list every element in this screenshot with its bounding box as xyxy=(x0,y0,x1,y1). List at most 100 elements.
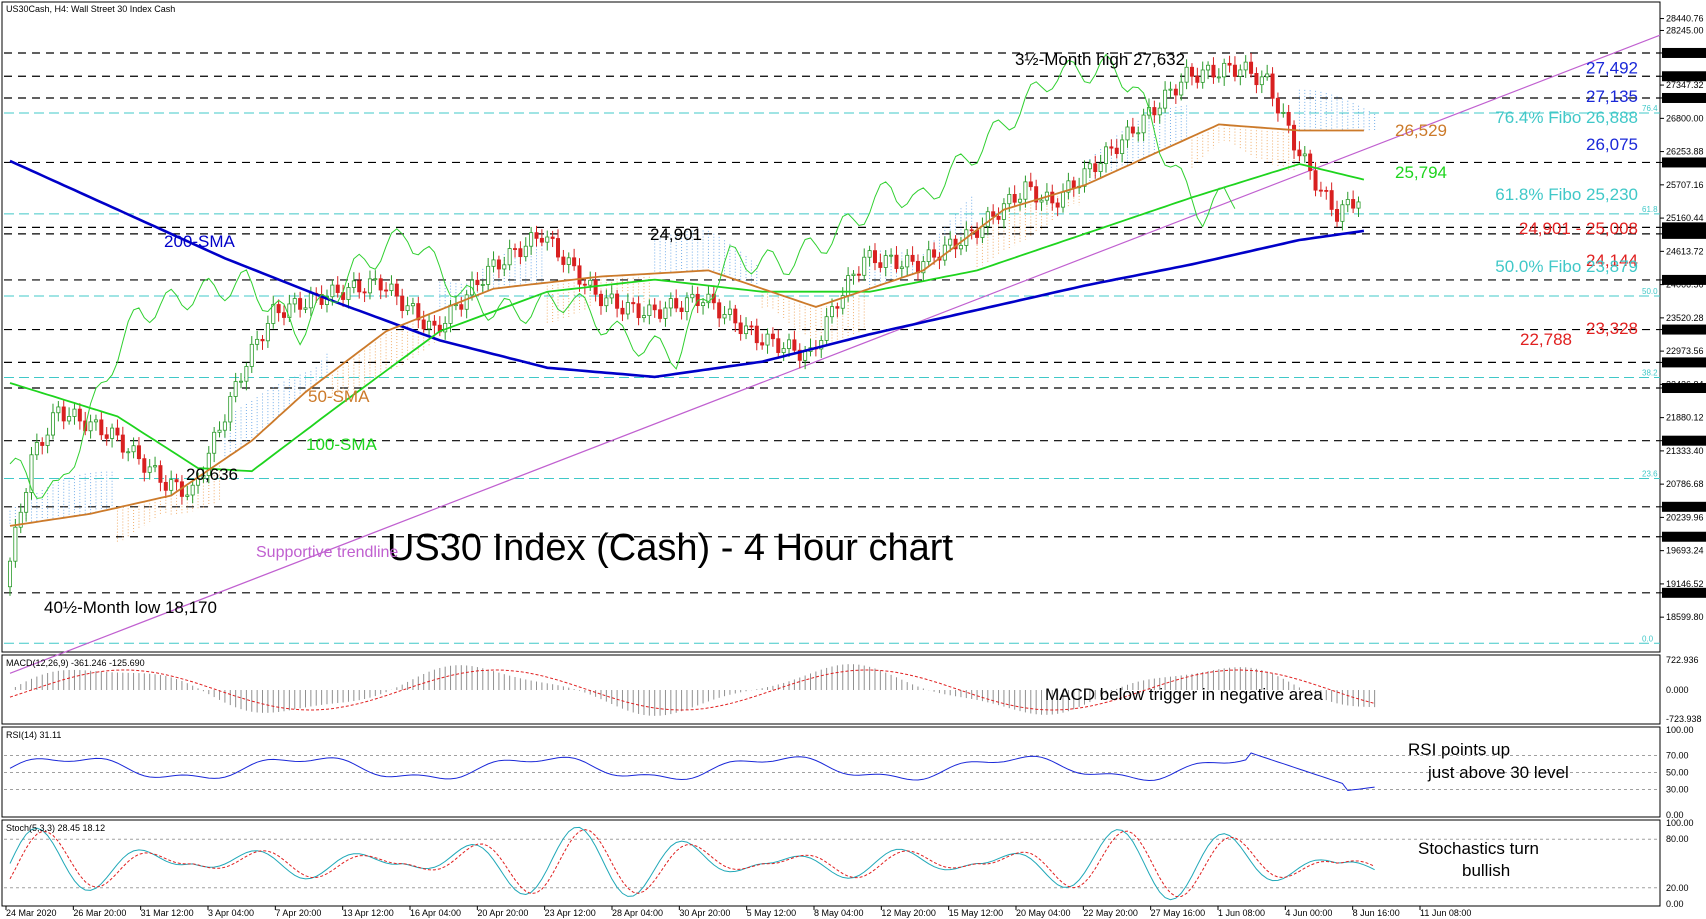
candle-body xyxy=(572,257,577,267)
level-price-box-label: 22788.00 xyxy=(1665,357,1703,367)
rsi-label: RSI(14) 31.11 xyxy=(6,730,61,740)
candle-body xyxy=(1152,107,1157,116)
chart-title: US30 Index (Cash) - 4 Hour chart xyxy=(387,527,953,569)
candle-body xyxy=(631,302,636,305)
candle-body xyxy=(1104,146,1109,165)
chikou-span-line xyxy=(9,53,1236,499)
candle-body xyxy=(593,279,598,295)
candle-body xyxy=(679,307,684,312)
macd-axis-label: 0.000 xyxy=(1666,685,1689,695)
candle-body xyxy=(878,262,883,268)
candle-body xyxy=(582,283,587,286)
candle-body xyxy=(1200,69,1205,83)
stoch-note-1: Stochastics turn xyxy=(1418,839,1539,858)
candle-body xyxy=(1023,181,1028,200)
candle-body xyxy=(776,338,781,353)
candle-body xyxy=(658,309,663,319)
candle-body xyxy=(271,304,276,324)
candle-body xyxy=(647,304,652,316)
sma200-annotation: 200-SMA xyxy=(164,232,236,251)
candle-body xyxy=(969,229,974,232)
candle-body xyxy=(980,225,985,238)
price-axis-label: 19693.24 xyxy=(1666,546,1704,556)
candle-body xyxy=(1351,199,1356,209)
level-price-box-label: 23328.00 xyxy=(1665,325,1703,335)
candle-body xyxy=(1216,76,1221,79)
trendline-annotation: Supportive trendline xyxy=(256,544,398,561)
level-price-box xyxy=(1662,47,1706,58)
candle-body xyxy=(1163,89,1168,109)
candle-body xyxy=(534,232,539,239)
candle-body xyxy=(1093,163,1098,172)
price-axis-label: 26800.00 xyxy=(1666,113,1704,123)
candle-body xyxy=(222,421,227,431)
candle-body xyxy=(1356,201,1361,209)
candle-body xyxy=(400,295,405,311)
candle-body xyxy=(550,236,555,239)
candle-body xyxy=(620,307,625,315)
x-axis-label: 20 May 04:00 xyxy=(1016,908,1071,918)
candle-body xyxy=(61,406,66,422)
level-price-box xyxy=(1662,71,1706,82)
candle-body xyxy=(373,278,378,281)
candle-body xyxy=(40,442,45,446)
candle-body xyxy=(765,333,770,346)
candle-body xyxy=(131,445,136,453)
candle-body xyxy=(744,325,749,335)
candle-body xyxy=(1189,66,1194,77)
candle-body xyxy=(1238,69,1243,77)
candle-body xyxy=(556,238,561,258)
sma200-line xyxy=(9,159,1365,379)
candle-body xyxy=(13,526,18,562)
level-price-box xyxy=(1662,222,1706,233)
candle-body xyxy=(1082,168,1087,187)
candle-body xyxy=(196,478,201,486)
candle-body xyxy=(824,316,829,341)
sma100-value-annotation: 25,794 xyxy=(1395,163,1447,182)
candle-body xyxy=(158,465,163,483)
fibo-label-764: 76.4% Fibo 26,888 xyxy=(1495,108,1638,127)
candle-body xyxy=(770,333,775,340)
level-label-27492: 27,492 xyxy=(1586,58,1638,77)
candle-body xyxy=(115,427,120,436)
candle-body xyxy=(276,304,281,314)
candle-body xyxy=(862,256,867,276)
fibo-short-label: 0.0 xyxy=(1642,634,1654,643)
stoch-label: Stoch(5,3,3) 28.45 18.12 xyxy=(6,823,105,833)
level-price-box-label: 20414.00 xyxy=(1665,502,1703,512)
candle-body xyxy=(781,348,786,353)
x-axis-label: 26 Mar 20:00 xyxy=(73,908,126,918)
candle-body xyxy=(1184,66,1189,83)
candle-body xyxy=(1249,61,1254,74)
candle-body xyxy=(588,279,593,286)
candle-body xyxy=(1050,191,1055,204)
candle-body xyxy=(136,445,141,460)
rsi-axis-label: 0.00 xyxy=(1666,810,1684,820)
candle-body xyxy=(1211,64,1216,78)
x-axis-label: 24 Mar 2020 xyxy=(6,908,57,918)
candle-body xyxy=(539,237,544,243)
price-axis-label: 26253.88 xyxy=(1666,147,1704,157)
candle-body xyxy=(958,245,963,250)
price-axis-label: 22973.56 xyxy=(1666,346,1704,356)
candle-body xyxy=(792,339,797,351)
level-price-box-label: 24144.00 xyxy=(1665,275,1703,285)
stoch-panel xyxy=(1,819,1661,907)
candle-body xyxy=(797,349,802,361)
x-axis-label: 12 May 20:00 xyxy=(881,908,936,918)
candle-body xyxy=(932,249,937,258)
candle-body xyxy=(346,287,351,300)
candle-body xyxy=(1012,194,1017,203)
candle-body xyxy=(303,307,308,310)
x-axis-label: 30 Apr 20:00 xyxy=(679,908,730,918)
candle-body xyxy=(1098,163,1103,172)
macd-axis-label: -723.938 xyxy=(1666,714,1702,724)
candle-body xyxy=(598,293,603,307)
candle-body xyxy=(636,303,641,319)
candle-body xyxy=(507,248,512,266)
candle-body xyxy=(1308,153,1313,172)
candle-body xyxy=(1034,186,1039,203)
candle-body xyxy=(1286,111,1291,126)
candle-body xyxy=(260,338,265,342)
